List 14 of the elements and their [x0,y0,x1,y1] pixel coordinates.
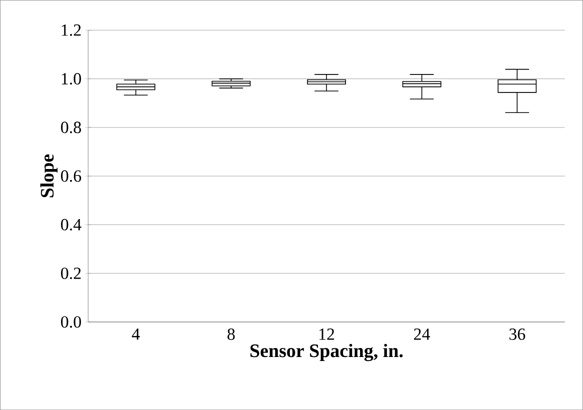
x-tick-label: 24 [414,328,430,340]
x-tick-label: 8 [228,328,235,340]
y-axis-title: Slope [40,154,58,198]
y-tick-label: 0.8 [61,122,81,134]
x-tick-label: 12 [319,328,334,340]
y-tick-label: 0.0 [61,316,81,328]
y-tick-label: 1.2 [62,24,81,36]
x-axis-title: Sensor Spacing, in. [250,344,403,362]
x-tick-label: 4 [132,328,140,340]
y-tick-label: 0.6 [61,170,82,182]
x-tick-label: 36 [509,328,526,340]
y-tick-label: 0.4 [61,218,82,230]
y-tick-label: 1.0 [62,72,81,85]
y-tick-label: 0.2 [61,268,81,280]
